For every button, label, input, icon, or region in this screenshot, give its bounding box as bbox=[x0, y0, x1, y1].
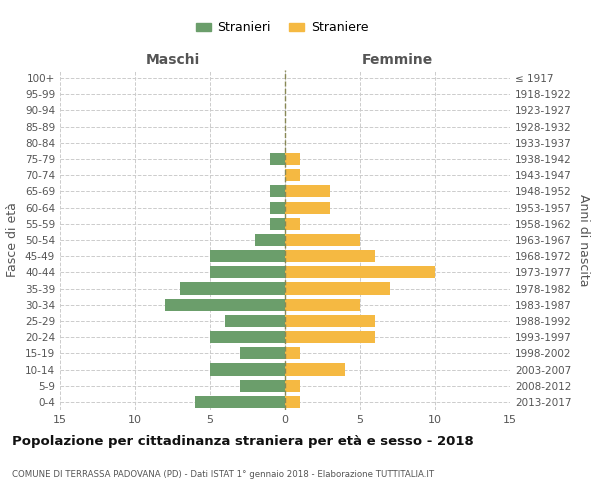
Bar bbox=[225, 315, 285, 327]
Bar bbox=[180, 282, 285, 294]
Bar bbox=[270, 153, 285, 165]
Bar bbox=[285, 364, 345, 376]
Bar bbox=[285, 169, 300, 181]
Text: COMUNE DI TERRASSA PADOVANA (PD) - Dati ISTAT 1° gennaio 2018 - Elaborazione TUT: COMUNE DI TERRASSA PADOVANA (PD) - Dati … bbox=[12, 470, 434, 479]
Bar bbox=[285, 186, 330, 198]
Bar bbox=[210, 331, 285, 343]
Bar bbox=[165, 298, 285, 311]
Bar bbox=[285, 153, 300, 165]
Bar bbox=[285, 396, 300, 408]
Bar bbox=[285, 380, 300, 392]
Bar bbox=[210, 364, 285, 376]
Bar bbox=[285, 331, 375, 343]
Bar bbox=[285, 266, 435, 278]
Bar bbox=[195, 396, 285, 408]
Bar bbox=[270, 202, 285, 213]
Y-axis label: Anni di nascita: Anni di nascita bbox=[577, 194, 590, 286]
Bar bbox=[270, 186, 285, 198]
Text: Femmine: Femmine bbox=[362, 53, 433, 67]
Bar bbox=[285, 202, 330, 213]
Bar bbox=[285, 282, 390, 294]
Bar bbox=[210, 266, 285, 278]
Bar bbox=[285, 250, 375, 262]
Legend: Stranieri, Straniere: Stranieri, Straniere bbox=[191, 16, 373, 40]
Y-axis label: Fasce di età: Fasce di età bbox=[7, 202, 19, 278]
Text: Maschi: Maschi bbox=[145, 53, 200, 67]
Bar bbox=[270, 218, 285, 230]
Text: Popolazione per cittadinanza straniera per età e sesso - 2018: Popolazione per cittadinanza straniera p… bbox=[12, 435, 474, 448]
Bar bbox=[285, 298, 360, 311]
Bar bbox=[285, 218, 300, 230]
Bar bbox=[240, 348, 285, 360]
Bar bbox=[285, 315, 375, 327]
Bar bbox=[210, 250, 285, 262]
Bar bbox=[255, 234, 285, 246]
Bar bbox=[285, 348, 300, 360]
Bar bbox=[285, 234, 360, 246]
Bar bbox=[240, 380, 285, 392]
